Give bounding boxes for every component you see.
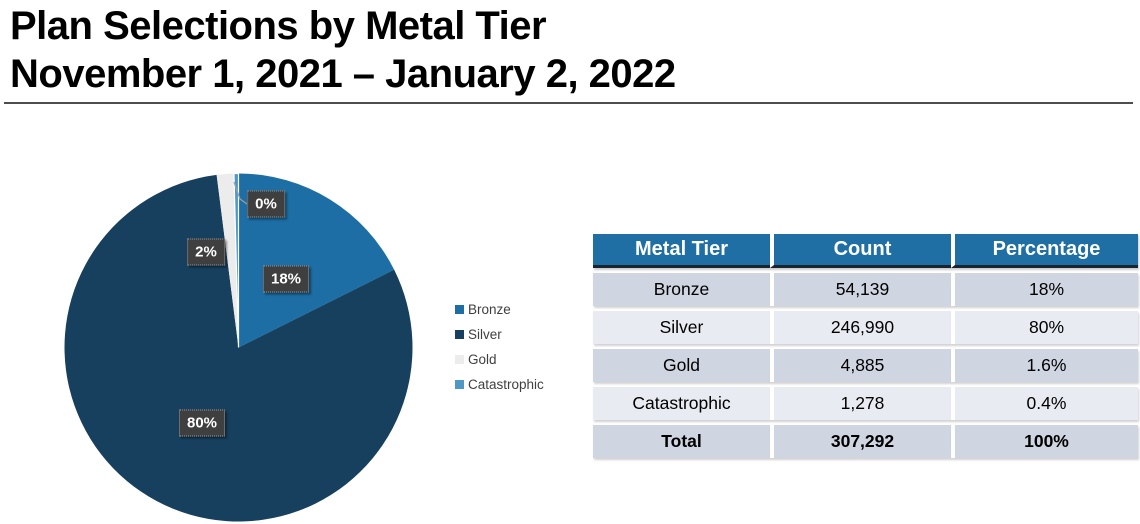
cell-tier: Total bbox=[593, 425, 770, 458]
table-row-gold: Gold 4,885 1.6% bbox=[593, 349, 1138, 382]
page-title: Plan Selections by Metal Tier November 1… bbox=[10, 2, 676, 98]
col-header-count: Count bbox=[770, 234, 951, 268]
pie-slice-gold bbox=[216, 173, 239, 348]
pie-callout-line bbox=[233, 181, 248, 205]
cell-percentage: 1.6% bbox=[951, 349, 1138, 382]
cell-tier: Silver bbox=[593, 311, 770, 344]
legend-swatch-silver bbox=[455, 330, 464, 339]
pie-chart bbox=[64, 172, 413, 522]
legend-swatch-gold bbox=[455, 355, 464, 364]
table-row-total: Total 307,292 100% bbox=[593, 425, 1138, 458]
legend-item-catastrophic: Catastrophic bbox=[455, 372, 544, 397]
pie-slice-silver bbox=[64, 174, 413, 522]
legend-item-bronze: Bronze bbox=[455, 297, 544, 322]
legend-label: Catastrophic bbox=[468, 377, 544, 392]
table-row-bronze: Bronze 54,139 18% bbox=[593, 273, 1138, 306]
legend-label: Bronze bbox=[468, 302, 511, 317]
chart-legend: Bronze Silver Gold Catastrophic bbox=[455, 297, 544, 397]
legend-swatch-bronze bbox=[455, 305, 464, 314]
title-line-2: November 1, 2021 – January 2, 2022 bbox=[10, 52, 676, 96]
legend-label: Silver bbox=[468, 327, 502, 342]
cell-count: 246,990 bbox=[770, 311, 951, 344]
cell-percentage: 80% bbox=[951, 311, 1138, 344]
cell-tier: Catastrophic bbox=[593, 387, 770, 420]
table-row-catastrophic: Catastrophic 1,278 0.4% bbox=[593, 387, 1138, 420]
col-header-percentage: Percentage bbox=[951, 234, 1138, 268]
cell-count: 54,139 bbox=[770, 273, 951, 306]
cell-percentage: 18% bbox=[951, 273, 1138, 306]
title-divider bbox=[4, 102, 1133, 104]
legend-label: Gold bbox=[468, 352, 497, 367]
cell-tier: Gold bbox=[593, 349, 770, 382]
cell-count: 307,292 bbox=[770, 425, 951, 458]
cell-percentage: 100% bbox=[951, 425, 1138, 458]
cell-tier: Bronze bbox=[593, 273, 770, 306]
legend-item-gold: Gold bbox=[455, 347, 544, 372]
cell-percentage: 0.4% bbox=[951, 387, 1138, 420]
metal-tier-table: Metal Tier Count Percentage Bronze 54,139… bbox=[593, 229, 1138, 463]
cell-count: 1,278 bbox=[770, 387, 951, 420]
legend-swatch-catastrophic bbox=[455, 380, 464, 389]
title-line-1: Plan Selections by Metal Tier bbox=[10, 4, 547, 48]
table-row-silver: Silver 246,990 80% bbox=[593, 311, 1138, 344]
pie-slice-catastrophic bbox=[233, 172, 240, 348]
cell-count: 4,885 bbox=[770, 349, 951, 382]
table-header-row: Metal Tier Count Percentage bbox=[593, 234, 1138, 268]
col-header-metal-tier: Metal Tier bbox=[593, 234, 770, 268]
legend-item-silver: Silver bbox=[455, 322, 544, 347]
